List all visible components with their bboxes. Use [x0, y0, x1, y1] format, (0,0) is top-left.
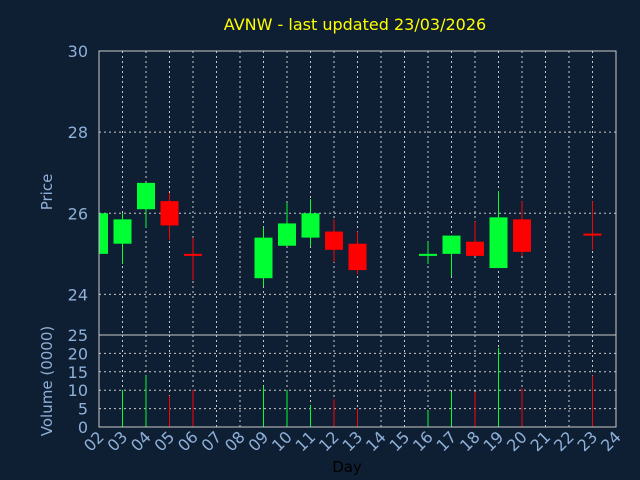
- price-tick-label: 30: [68, 42, 88, 61]
- volume-axis-label: Volume (0000): [38, 326, 56, 436]
- candle-body: [489, 217, 508, 269]
- x-tick-label: 24: [597, 427, 625, 455]
- candle-body: [583, 233, 602, 236]
- volume-tick-label: 15: [68, 363, 88, 382]
- candle-body: [278, 223, 296, 246]
- price-tick-label: 24: [68, 285, 88, 304]
- price-tick-label: 26: [68, 204, 88, 223]
- candle-body: [254, 237, 273, 279]
- price-grid: [98, 50, 617, 335]
- candle-body: [466, 241, 484, 256]
- volume-tick-label: 25: [68, 326, 88, 345]
- volume-tick-label: 10: [68, 381, 88, 400]
- volume-tick-label: 20: [68, 344, 88, 363]
- candle-body: [99, 213, 108, 254]
- candle-body: [442, 235, 461, 254]
- price-tick-label: 28: [68, 123, 88, 142]
- volume-tick-label: 5: [78, 400, 88, 419]
- candle-body: [160, 201, 179, 226]
- candle-body: [513, 219, 531, 252]
- volume-bars: [122, 347, 593, 427]
- x-axis-label: Day: [332, 458, 362, 476]
- candle-body: [419, 253, 437, 256]
- candles: [98, 182, 602, 287]
- candle-body: [301, 213, 320, 238]
- price-axis-label: Price: [38, 174, 56, 211]
- volume-frame: [98, 334, 617, 428]
- volume-tick-label: 0: [78, 418, 88, 437]
- tick-labels: 2426283005101520250203040506070809101112…: [68, 42, 625, 455]
- plot-frames: [98, 50, 617, 428]
- candle-body: [325, 231, 343, 250]
- candle-body: [113, 219, 132, 244]
- candle-body: [137, 182, 155, 210]
- candle-body: [184, 253, 202, 256]
- candle-body: [348, 243, 367, 271]
- chart-title: AVNW - last updated 23/03/2026: [224, 15, 486, 34]
